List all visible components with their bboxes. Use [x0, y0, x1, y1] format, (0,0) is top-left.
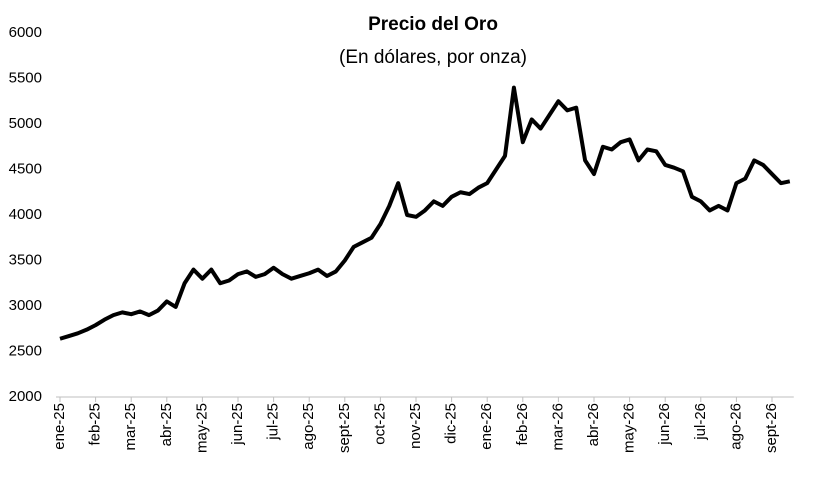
y-tick-label: 2500 — [9, 342, 42, 359]
x-tick-label: sept-25 — [336, 403, 353, 453]
x-tick-label: sept-26 — [763, 403, 780, 453]
y-tick-label: 5000 — [9, 115, 42, 132]
x-tick-label: jun-26 — [656, 403, 673, 446]
x-tick-label: jul-26 — [692, 403, 709, 441]
y-tick-label: 4500 — [9, 160, 42, 177]
x-tick-label: mar-26 — [549, 403, 566, 451]
y-tick-label: 4000 — [9, 206, 42, 223]
line-series — [59, 85, 791, 341]
x-tick-label: ago-25 — [300, 403, 317, 450]
x-tick-label: ene-25 — [51, 403, 68, 450]
y-tick-label: 6000 — [9, 24, 42, 41]
x-tick-label: may-25 — [193, 403, 210, 453]
chart-subtitle: (En dólares, por onza) — [339, 47, 527, 68]
x-tick-label: jun-25 — [229, 403, 246, 446]
x-tick-label: dic-25 — [443, 403, 460, 444]
x-tick-label: abr-25 — [158, 403, 175, 446]
y-tick-label: 3000 — [9, 297, 42, 314]
chart-title: Precio del Oro — [368, 14, 498, 35]
y-tick-label: 5500 — [9, 69, 42, 86]
x-tick-label: may-26 — [621, 403, 638, 453]
x-tick-label: jul-25 — [265, 403, 282, 441]
x-tick-label: mar-25 — [122, 403, 139, 451]
x-tick-label: ene-26 — [478, 403, 495, 450]
x-tick-label: oct-25 — [371, 403, 388, 445]
x-tick-label: ago-26 — [727, 403, 744, 450]
y-tick-label: 3500 — [9, 251, 42, 268]
x-tick-label: feb-25 — [87, 403, 104, 446]
x-tick-label: feb-26 — [514, 403, 531, 446]
y-tick-label: 2000 — [9, 388, 42, 405]
x-tick-label: abr-26 — [585, 403, 602, 446]
x-tick-label: nov-25 — [407, 403, 424, 449]
